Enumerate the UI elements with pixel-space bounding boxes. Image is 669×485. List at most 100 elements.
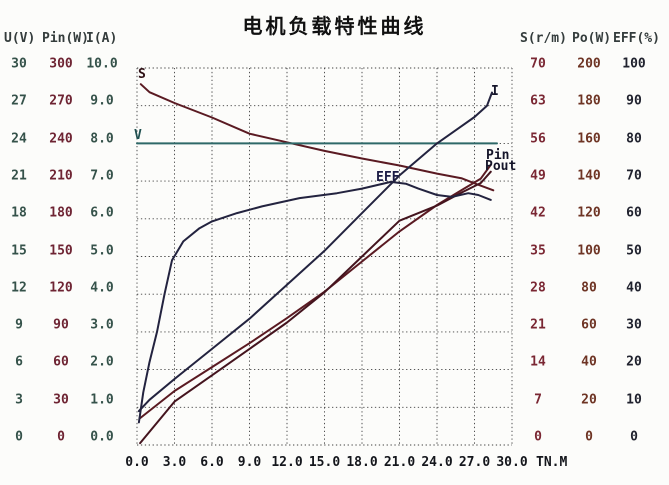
tick-label: 90 bbox=[53, 317, 69, 333]
tick-label: 180 bbox=[49, 205, 73, 221]
tick-label: 20 bbox=[626, 354, 642, 370]
axis-header-eff: EFF(%) bbox=[613, 31, 660, 46]
curve-s bbox=[139, 83, 495, 192]
curve-label-i: I bbox=[491, 84, 499, 99]
axis-header-pow: Po(W) bbox=[572, 31, 612, 46]
tick-label: 0 bbox=[57, 429, 65, 445]
tick-label: 4.0 bbox=[90, 280, 114, 296]
curve-label-s: S bbox=[138, 67, 146, 82]
tick-column-eff: 100 90 80 70 60 50 40 30 20 10 0 bbox=[614, 0, 654, 485]
tick-label: 30 bbox=[626, 317, 642, 333]
tick-label: 100 bbox=[622, 56, 646, 72]
tick-label: 90 bbox=[626, 93, 642, 109]
tick-label: 18 bbox=[11, 205, 27, 221]
tick-label: 160 bbox=[577, 131, 601, 147]
tick-label: 2.0 bbox=[90, 354, 114, 370]
x-tick-label: 9.0 bbox=[237, 455, 262, 470]
tick-column-srm: 70 63 56 49 42 35 28 21 14 7 0 bbox=[519, 0, 557, 485]
curve-eff bbox=[137, 180, 492, 424]
curve-i bbox=[137, 91, 493, 413]
tick-label: 180 bbox=[577, 93, 601, 109]
tick-label: 60 bbox=[626, 205, 642, 221]
tick-label: 70 bbox=[626, 168, 642, 184]
curve-label-v: V bbox=[134, 128, 142, 143]
x-tick-label: 3.0 bbox=[162, 455, 187, 470]
tick-label: 20 bbox=[581, 392, 597, 408]
tick-label: 70 bbox=[530, 56, 546, 72]
tick-label: 6 bbox=[15, 354, 23, 370]
x-tick-label: 24.0 bbox=[421, 455, 453, 470]
tick-label: 49 bbox=[530, 168, 546, 184]
tick-label: 1.0 bbox=[90, 392, 114, 408]
tick-label: 56 bbox=[530, 131, 546, 147]
tick-label: 150 bbox=[49, 243, 73, 258]
tick-label: 0.0 bbox=[90, 429, 114, 445]
x-tick-label: 21.0 bbox=[383, 455, 416, 470]
tick-label: 30 bbox=[53, 392, 69, 408]
tick-label: 8.0 bbox=[90, 131, 114, 147]
tick-label: 7.0 bbox=[90, 168, 114, 184]
tick-label: 42 bbox=[530, 205, 546, 221]
tick-label: 120 bbox=[49, 280, 73, 296]
tick-label: 40 bbox=[581, 354, 597, 370]
tick-column-pinw: 300 270 240 210 180 150 120 90 60 30 0 bbox=[42, 0, 80, 485]
axis-header-uv: U(V) bbox=[4, 31, 36, 46]
tick-label: 60 bbox=[581, 317, 597, 333]
x-tick-label: 27.0 bbox=[458, 455, 491, 470]
tick-label: 30 bbox=[11, 56, 27, 72]
axis-header-pinw: Pin(W) bbox=[42, 31, 89, 46]
tick-column-ia: 10.0 9.0 8.0 7.0 6.0 5.0 4.0 3.0 2.0 1.0 0.0 bbox=[82, 0, 122, 485]
tick-label: 0 bbox=[15, 429, 23, 445]
tick-label: 80 bbox=[626, 131, 642, 147]
tick-label: 15 bbox=[11, 243, 27, 258]
axis-header-ia: I(A) bbox=[86, 31, 118, 46]
tick-label: 50 bbox=[626, 243, 642, 258]
tick-column-uv: 30 27 24 21 18 15 12 9 6 3 0 bbox=[4, 0, 34, 485]
tick-label: 5.0 bbox=[90, 243, 114, 258]
axis-header-srm: S(r/m) bbox=[520, 31, 567, 46]
tick-label: 14 bbox=[530, 354, 546, 370]
tick-label: 21 bbox=[11, 168, 27, 184]
tick-label: 12 bbox=[11, 280, 27, 296]
tick-label: 24 bbox=[11, 131, 27, 147]
x-axis-unit-label: TN.M bbox=[536, 455, 568, 470]
tick-label: 60 bbox=[53, 354, 69, 370]
curve-pin bbox=[138, 163, 492, 420]
x-tick-label: 6.0 bbox=[200, 455, 224, 470]
chart-title: 电机负载特性曲线 bbox=[242, 14, 427, 38]
tick-label: 10 bbox=[626, 392, 642, 408]
x-tick-label: 30.0 bbox=[496, 455, 528, 470]
tick-label: 270 bbox=[49, 93, 73, 109]
x-tick-label: 0.0 bbox=[125, 455, 149, 470]
tick-label: 210 bbox=[49, 168, 73, 184]
tick-label: 6.0 bbox=[90, 205, 114, 221]
tick-label: 9 bbox=[15, 317, 23, 333]
tick-label: 28 bbox=[530, 280, 546, 296]
tick-label: 100 bbox=[577, 243, 601, 258]
tick-label: 40 bbox=[626, 280, 642, 296]
tick-label: 3 bbox=[15, 392, 23, 408]
tick-label: 10.0 bbox=[86, 56, 118, 72]
tick-label: 3.0 bbox=[90, 317, 114, 333]
tick-label: 63 bbox=[530, 93, 546, 109]
tick-label: 21 bbox=[530, 317, 546, 333]
tick-label: 240 bbox=[49, 131, 73, 147]
x-tick-label: 12.0 bbox=[271, 455, 303, 470]
tick-label: 140 bbox=[577, 168, 601, 184]
tick-label: 9.0 bbox=[90, 93, 114, 109]
tick-label: 0 bbox=[630, 429, 638, 445]
tick-column-pow: 200 180 160 140 120 100 80 60 40 20 0 bbox=[571, 0, 607, 485]
tick-label: 0 bbox=[585, 429, 593, 445]
curve-label-pin: Pin bbox=[486, 148, 510, 163]
tick-label: 120 bbox=[577, 205, 601, 221]
x-tick-label: 15.0 bbox=[308, 455, 341, 470]
x-tick-label: 18.0 bbox=[346, 455, 378, 470]
tick-label: 35 bbox=[530, 243, 546, 258]
tick-label: 7 bbox=[534, 392, 542, 408]
tick-label: 200 bbox=[577, 56, 601, 72]
curve-pout bbox=[139, 170, 492, 445]
tick-label: 80 bbox=[581, 280, 597, 296]
tick-label: 300 bbox=[49, 56, 73, 72]
